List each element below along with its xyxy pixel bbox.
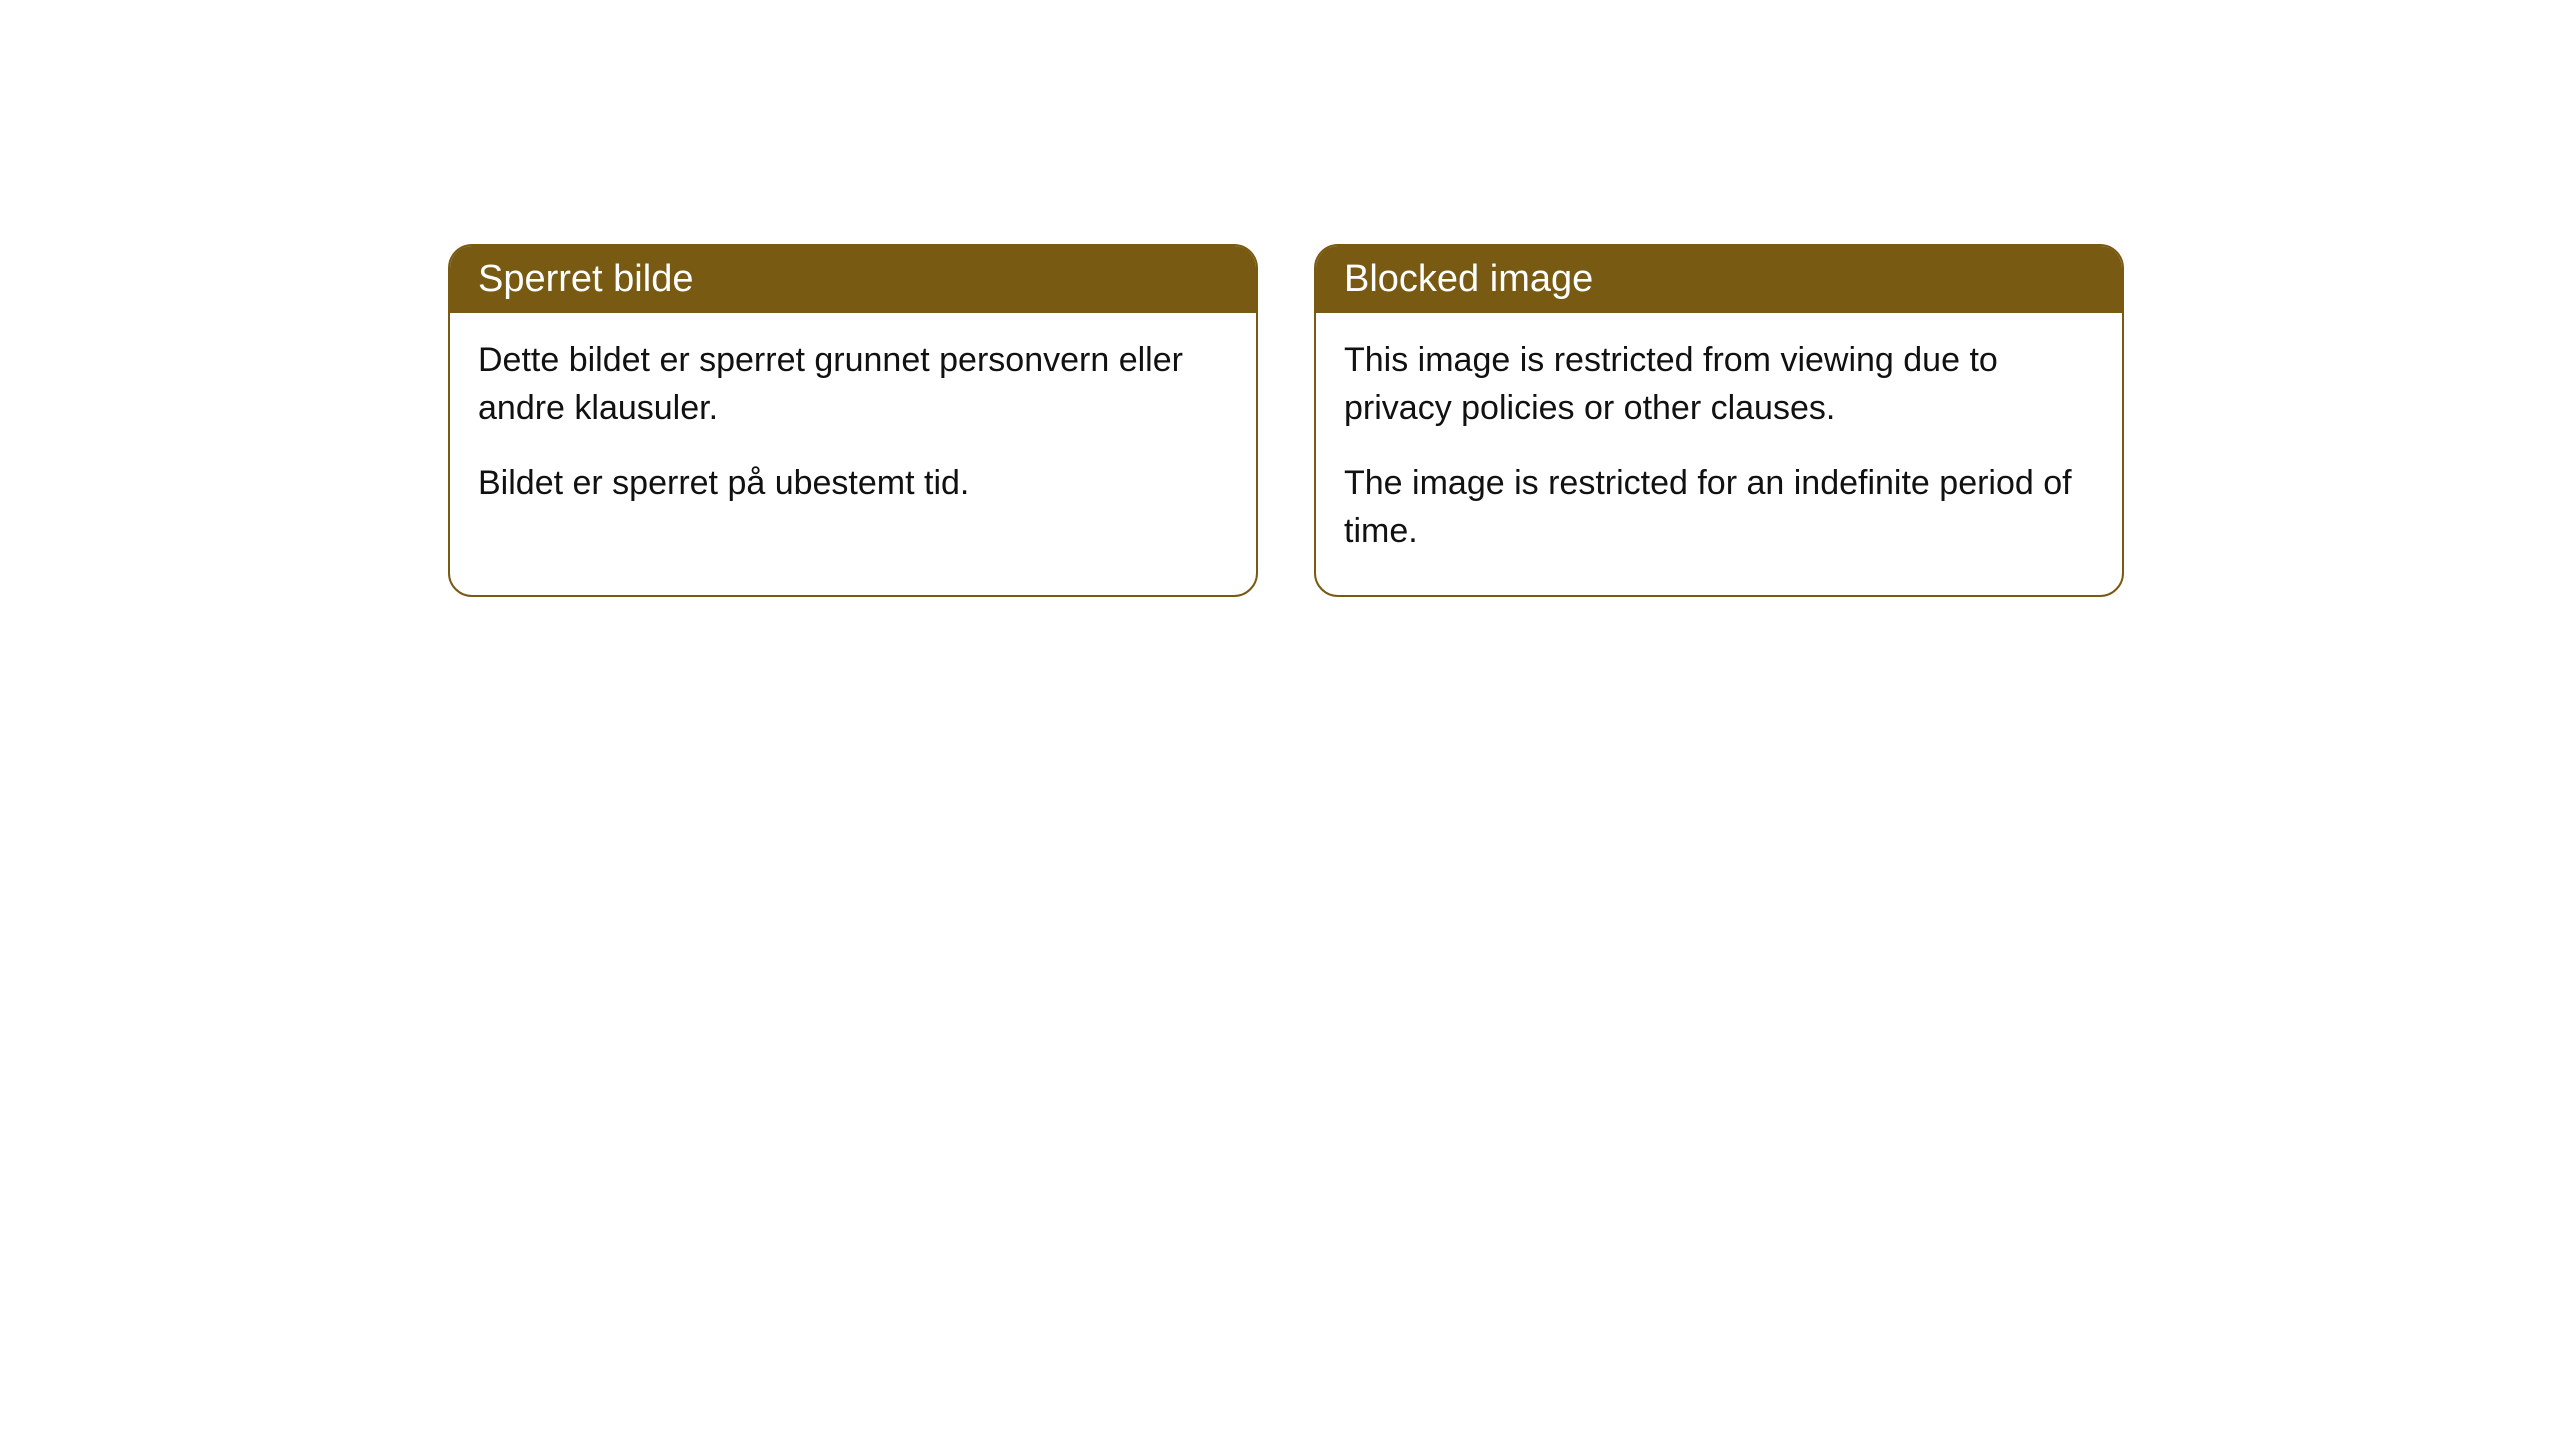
- card-body: This image is restricted from viewing du…: [1316, 313, 2122, 595]
- notice-cards-container: Sperret bilde Dette bildet er sperret gr…: [448, 244, 2124, 597]
- card-paragraph: Bildet er sperret på ubestemt tid.: [478, 460, 1228, 508]
- card-title: Blocked image: [1344, 258, 1593, 300]
- notice-card-norwegian: Sperret bilde Dette bildet er sperret gr…: [448, 244, 1258, 597]
- card-body: Dette bildet er sperret grunnet personve…: [450, 313, 1256, 548]
- card-paragraph: Dette bildet er sperret grunnet personve…: [478, 337, 1228, 432]
- card-paragraph: The image is restricted for an indefinit…: [1344, 460, 2094, 555]
- card-title: Sperret bilde: [478, 258, 693, 300]
- notice-card-english: Blocked image This image is restricted f…: [1314, 244, 2124, 597]
- card-header: Blocked image: [1316, 246, 2122, 313]
- card-paragraph: This image is restricted from viewing du…: [1344, 337, 2094, 432]
- card-header: Sperret bilde: [450, 246, 1256, 313]
